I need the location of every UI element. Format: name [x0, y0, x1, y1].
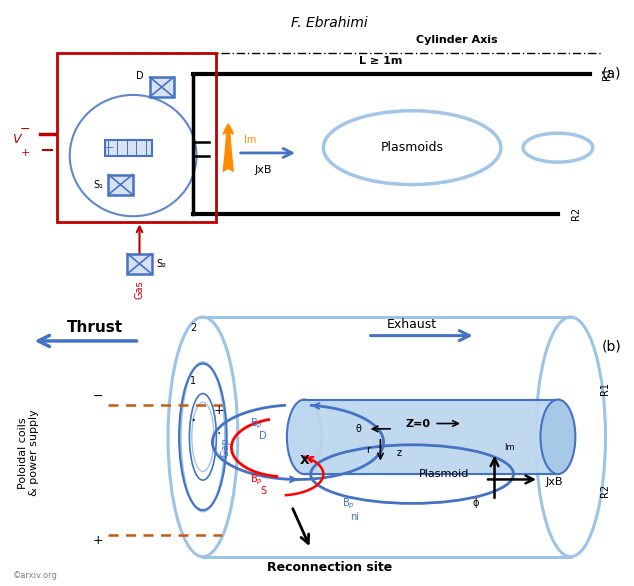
Text: Plasmoid: Plasmoid: [418, 469, 469, 479]
Text: Im: Im: [244, 135, 257, 145]
Text: (a): (a): [602, 67, 621, 81]
Text: Poloidal coils
& power supply: Poloidal coils & power supply: [18, 410, 39, 496]
Bar: [108, 175, 133, 195]
Text: R1: R1: [600, 383, 611, 396]
Text: Z=0: Z=0: [406, 418, 431, 428]
Text: z: z: [397, 448, 402, 458]
Text: ©arxiv.org: ©arxiv.org: [13, 571, 58, 580]
Bar: [57, 53, 216, 222]
Text: R1: R1: [602, 67, 612, 80]
Text: D: D: [136, 71, 143, 81]
Text: Gap: Gap: [220, 438, 230, 457]
Text: JxB: JxB: [545, 477, 563, 487]
Bar: [127, 254, 152, 274]
Text: Reconnection site: Reconnection site: [267, 561, 392, 574]
Text: B$_p$: B$_p$: [342, 496, 355, 510]
Text: ni: ni: [351, 512, 359, 522]
Text: F. Ebrahimi: F. Ebrahimi: [291, 16, 368, 30]
Text: B$_p$: B$_p$: [250, 416, 263, 431]
Text: S₁: S₁: [93, 179, 103, 190]
Text: Plasmoids: Plasmoids: [380, 141, 444, 154]
Text: Cylinder Axis: Cylinder Axis: [416, 35, 497, 45]
Ellipse shape: [541, 400, 576, 474]
Text: 1: 1: [190, 376, 197, 386]
Text: S₂: S₂: [157, 258, 167, 269]
Text: 2: 2: [190, 323, 197, 333]
Text: −: −: [20, 122, 30, 136]
Text: Im: Im: [504, 443, 515, 452]
Text: ·: ·: [191, 412, 196, 430]
Text: (b): (b): [602, 339, 622, 353]
Text: Exhaust: Exhaust: [387, 318, 437, 332]
Text: R2: R2: [571, 207, 581, 220]
Bar: [150, 77, 174, 97]
Text: +: +: [93, 534, 103, 547]
Text: −: −: [93, 390, 103, 403]
Text: +: +: [214, 404, 224, 417]
Text: L ≥ 1m: L ≥ 1m: [359, 56, 402, 66]
Text: −: −: [105, 142, 113, 153]
Text: S: S: [260, 486, 266, 496]
Text: ·: ·: [217, 427, 221, 441]
Text: V: V: [11, 133, 20, 146]
Text: R2: R2: [600, 483, 611, 497]
Text: r: r: [366, 445, 370, 455]
Text: D: D: [259, 431, 267, 441]
Text: JxB: JxB: [254, 165, 272, 175]
Text: X: X: [299, 454, 309, 467]
Text: B$_p$: B$_p$: [250, 472, 263, 486]
Text: +: +: [21, 148, 30, 158]
Text: ϕ: ϕ: [472, 499, 479, 509]
Bar: [105, 140, 152, 156]
Text: Thrust: Thrust: [67, 320, 123, 335]
Text: Gas: Gas: [134, 281, 145, 299]
Text: θ: θ: [355, 424, 361, 434]
Ellipse shape: [287, 400, 321, 474]
